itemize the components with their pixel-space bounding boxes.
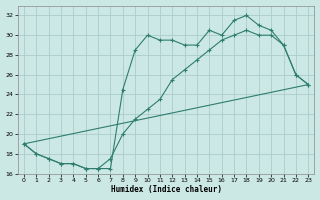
X-axis label: Humidex (Indice chaleur): Humidex (Indice chaleur) xyxy=(111,185,221,194)
